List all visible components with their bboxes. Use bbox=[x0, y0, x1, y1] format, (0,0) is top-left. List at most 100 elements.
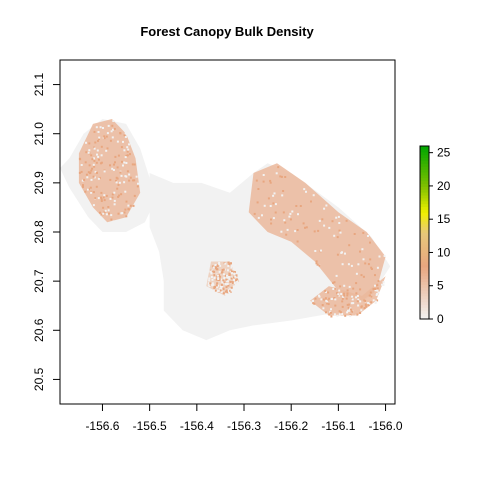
canopy-pixel bbox=[336, 314, 339, 317]
canopy-pixel bbox=[303, 188, 306, 191]
legend-tick-label: 10 bbox=[437, 245, 451, 259]
canopy-pixel bbox=[328, 226, 331, 229]
canopy-pixel bbox=[273, 192, 276, 195]
canopy-pixel bbox=[91, 158, 94, 161]
canopy-pixel bbox=[218, 278, 221, 281]
canopy-pixel bbox=[218, 263, 221, 266]
canopy-pixel bbox=[341, 300, 344, 303]
canopy-pixel bbox=[368, 302, 371, 305]
canopy-pixel bbox=[233, 285, 235, 288]
canopy-pixel bbox=[228, 274, 231, 276]
canopy-pixel bbox=[375, 300, 377, 303]
canopy-pixel bbox=[339, 285, 342, 288]
canopy-pixel bbox=[219, 288, 222, 291]
canopy-pixel bbox=[113, 163, 115, 166]
canopy-pixel bbox=[313, 230, 316, 233]
canopy-pixel bbox=[120, 193, 123, 196]
canopy-pixel bbox=[318, 295, 321, 298]
legend-swatch bbox=[420, 154, 429, 159]
canopy-pixel bbox=[122, 140, 124, 143]
canopy-pixel bbox=[132, 204, 135, 207]
canopy-pixel bbox=[344, 314, 347, 317]
canopy-pixel bbox=[114, 155, 117, 158]
canopy-pixel bbox=[323, 224, 326, 227]
legend-swatch bbox=[420, 171, 429, 176]
canopy-pixel bbox=[87, 151, 90, 154]
canopy-pixel bbox=[86, 188, 89, 191]
canopy-pixel bbox=[346, 311, 349, 314]
canopy-pixel bbox=[121, 212, 124, 215]
canopy-pixel bbox=[363, 307, 366, 310]
canopy-pixel bbox=[333, 287, 336, 290]
canopy-pixel bbox=[221, 269, 224, 271]
canopy-pixel bbox=[338, 229, 341, 232]
canopy-pixel bbox=[351, 295, 354, 298]
canopy-pixel bbox=[109, 197, 112, 200]
canopy-pixel bbox=[89, 171, 92, 174]
canopy-pixel bbox=[374, 284, 376, 287]
canopy-pixel bbox=[295, 205, 298, 207]
canopy-pixel bbox=[305, 226, 308, 229]
canopy-pixel bbox=[215, 284, 218, 287]
canopy-pixel bbox=[316, 263, 319, 266]
canopy-pixel bbox=[348, 303, 351, 306]
canopy-pixel bbox=[110, 214, 113, 217]
legend-swatch bbox=[420, 241, 429, 245]
canopy-pixel bbox=[235, 274, 238, 277]
canopy-texture bbox=[78, 120, 386, 318]
canopy-pixel bbox=[109, 164, 111, 167]
canopy-pixel bbox=[338, 313, 341, 316]
canopy-pixel bbox=[374, 289, 377, 292]
canopy-pixel bbox=[365, 305, 368, 308]
canopy-pixel bbox=[100, 191, 103, 194]
canopy-pixel bbox=[369, 258, 372, 261]
canopy-pixel bbox=[348, 244, 351, 247]
canopy-pixel bbox=[349, 308, 352, 311]
canopy-pixel bbox=[327, 291, 330, 294]
canopy-pixel bbox=[356, 313, 359, 316]
canopy-pixel bbox=[226, 291, 229, 294]
canopy-pixel bbox=[133, 194, 136, 197]
canopy-pixel bbox=[228, 272, 231, 275]
canopy-pixel bbox=[136, 185, 139, 188]
canopy-pixel bbox=[232, 271, 235, 274]
canopy-pixel bbox=[359, 312, 362, 314]
canopy-pixel bbox=[120, 146, 123, 149]
canopy-pixel bbox=[217, 284, 220, 287]
canopy-pixel bbox=[364, 262, 367, 265]
canopy-pixel bbox=[122, 164, 124, 167]
canopy-pixel bbox=[95, 171, 98, 174]
canopy-pixel bbox=[233, 271, 236, 273]
canopy-pixel bbox=[84, 190, 87, 193]
canopy-pixel bbox=[103, 199, 106, 202]
canopy-pixel bbox=[360, 305, 363, 308]
canopy-pixel bbox=[209, 270, 212, 273]
canopy-pixel bbox=[111, 167, 114, 170]
canopy-pixel bbox=[374, 288, 377, 290]
canopy-pixel bbox=[215, 268, 218, 271]
canopy-pixel bbox=[377, 280, 380, 282]
canopy-pixel bbox=[231, 272, 233, 275]
canopy-pixel bbox=[339, 231, 342, 234]
canopy-pixel bbox=[222, 268, 225, 271]
canopy-pixel bbox=[124, 208, 127, 211]
canopy-pixel bbox=[86, 176, 89, 179]
legend-swatch bbox=[420, 269, 429, 274]
chart-title: Forest Canopy Bulk Density bbox=[140, 24, 314, 39]
canopy-pixel bbox=[85, 151, 88, 154]
canopy-pixel bbox=[97, 139, 99, 142]
canopy-pixel bbox=[224, 274, 227, 277]
canopy-pixel bbox=[347, 309, 349, 312]
canopy-pixel bbox=[376, 299, 379, 302]
legend-swatch bbox=[420, 203, 429, 208]
canopy-pixel bbox=[226, 280, 229, 283]
canopy-pixel bbox=[82, 184, 84, 187]
canopy-pixel bbox=[223, 281, 226, 284]
canopy-pixel bbox=[223, 273, 225, 276]
canopy-pixel bbox=[215, 278, 218, 281]
canopy-pixel bbox=[79, 158, 82, 161]
canopy-pixel bbox=[355, 272, 358, 275]
canopy-pixel bbox=[113, 127, 116, 130]
canopy-pixel bbox=[362, 275, 365, 278]
canopy-pixel bbox=[213, 277, 216, 279]
